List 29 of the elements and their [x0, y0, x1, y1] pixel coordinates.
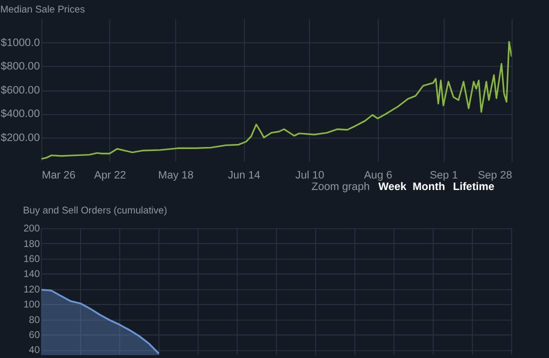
- x-tick-label: Apr 22: [94, 170, 126, 182]
- chart-title: Buy and Sell Orders (cumulative): [22, 205, 168, 216]
- line-series: [41, 41, 512, 160]
- y-tick-label: 160: [23, 254, 40, 266]
- x-tick-label: Mar 26: [42, 170, 76, 182]
- text: Month: [412, 180, 446, 193]
- y-tick-label: 180: [23, 238, 40, 250]
- y-tick-label: 100: [23, 300, 40, 311]
- x-tick-label: Jul 10: [295, 170, 324, 182]
- y-tick-label: $600.00: [0, 84, 40, 96]
- chart-title: Median Sale Prices: [0, 4, 85, 16]
- text: Lifetime: [452, 180, 494, 193]
- y-tick-label: $400.00: [0, 108, 40, 120]
- x-tick-label: Sep 1: [430, 170, 458, 182]
- y-tick-label: 200: [23, 224, 40, 235]
- text: Zoom graph: [311, 180, 370, 193]
- y-tick-label: 140: [23, 269, 40, 280]
- y-tick-label: 60: [28, 330, 40, 342]
- text: Week: [378, 180, 408, 193]
- x-tick-label: Sep 28: [478, 170, 512, 182]
- x-tick-label: Aug 6: [364, 170, 392, 182]
- y-tick-label: $1000.0: [0, 36, 40, 49]
- y-tick-label: 120: [23, 284, 40, 296]
- y-tick-label: $200.00: [0, 132, 40, 144]
- x-tick-label: Jun 14: [228, 170, 260, 182]
- y-tick-label: 40: [28, 345, 40, 356]
- x-tick-label: May 18: [158, 170, 194, 182]
- y-tick-label: $800.00: [0, 60, 40, 73]
- y-tick-label: 80: [28, 314, 40, 326]
